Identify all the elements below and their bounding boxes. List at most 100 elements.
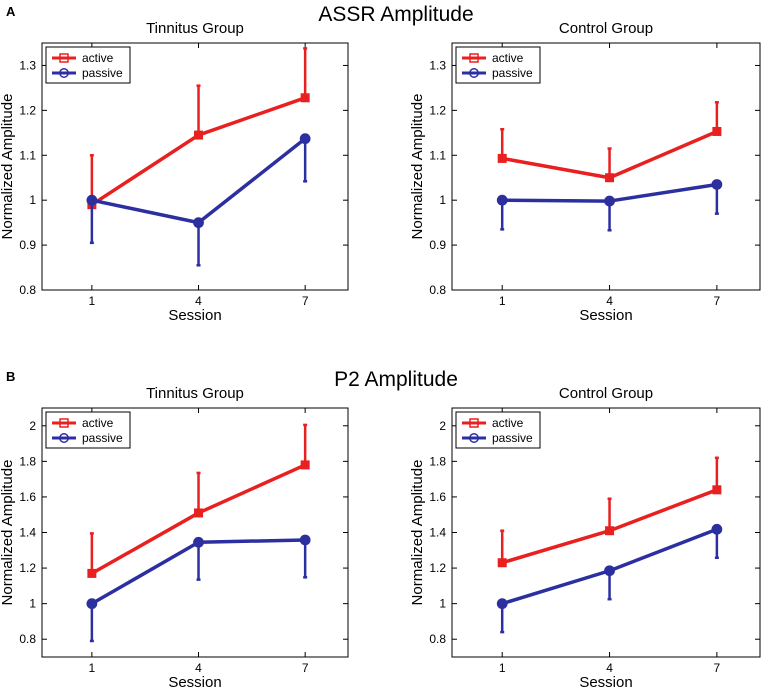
y-tick-label: 1.6 [19,490,36,504]
y-tick-label: 1 [439,597,446,611]
y-tick-label: 1.4 [429,526,446,540]
legend-label-passive: passive [492,431,533,445]
x-tick-label: 4 [195,661,202,675]
y-axis-label: Normalized Amplitude [409,94,426,240]
legend-marker-passive [59,68,69,78]
legend-label-active: active [82,416,114,430]
legend-box [45,46,131,84]
y-tick-label: 0.8 [429,632,446,646]
panel-title-b: P2 Amplitude [334,368,458,391]
legend-label-passive: passive [492,66,533,80]
data-point-active [497,153,507,163]
y-tick-label: 1.2 [429,561,446,575]
data-point-active [497,558,507,568]
series-line-passive [91,137,307,225]
x-tick-label: 1 [499,294,506,308]
legend-label-active: active [492,51,524,65]
legend-marker-passive [469,433,479,443]
legend-label-passive: passive [82,66,123,80]
y-tick-label: 1.3 [429,58,446,72]
chart-2: 0.8 0.9 1 1.1 1.2 1.3 1 4 7 Control Group Session N… [409,20,761,324]
y-tick-label: 1 [29,193,36,207]
data-point-active [87,568,97,578]
legend-box [455,46,541,84]
chart-4: 0.8 1 1.2 1.4 1.6 1.8 2 1 4 7 Control Group Session… [409,385,761,687]
panel-letter-b: B [6,369,15,384]
data-point-active [712,126,722,136]
legend-marker-active [469,418,479,428]
charts-container: 0.8 0.9 1 1.1 1.2 1.3 1 4 7 Tinnitus Group Session… [0,20,761,687]
data-point-active [300,460,310,470]
y-tick-label: 0.9 [429,238,446,252]
panel-letter-a: A [6,4,16,19]
y-tick-label: 1.3 [19,58,36,72]
legend-box [455,411,541,449]
legend-marker-active [59,53,69,63]
y-axis-label: Normalized Amplitude [0,94,16,240]
x-tick-label: 1 [499,661,506,675]
legend-marker-active [59,418,69,428]
x-tick-label: 4 [606,294,613,308]
y-tick-label: 1.8 [429,454,446,468]
y-tick-label: 1.2 [429,103,446,117]
x-axis-label: Session [579,674,632,687]
chart-title: Tinnitus Group [146,385,244,402]
y-tick-label: 0.8 [429,283,446,297]
y-tick-label: 1 [29,597,36,611]
legend-label-active: active [82,51,114,65]
y-tick-label: 1.1 [19,148,36,162]
data-point-passive [86,194,98,206]
y-tick-label: 2 [439,419,446,433]
data-point-passive [193,536,204,548]
x-tick-label: 1 [89,294,96,308]
x-axis-label: Session [168,674,221,687]
data-point-active [712,485,722,495]
data-point-passive [299,133,311,145]
data-point-active [605,173,615,183]
legend-label-passive: passive [82,431,123,445]
y-tick-label: 1.2 [19,561,36,575]
legend-label-active: active [492,416,524,430]
axes-frame [41,42,349,291]
y-tick-label: 1 [439,193,446,207]
data-point-active [605,526,615,536]
x-tick-label: 1 [89,661,96,675]
x-axis-label: Session [579,307,632,324]
y-tick-label: 1.4 [19,526,36,540]
x-axis-label: Session [168,307,221,324]
x-tick-label: 7 [714,294,721,308]
data-point-passive [711,523,723,535]
y-tick-label: 1.2 [19,103,36,117]
chart-1: 0.8 0.9 1 1.1 1.2 1.3 1 4 7 Tinnitus Group Session… [0,20,349,324]
legend-marker-passive [59,433,69,443]
axes-frame [451,42,761,291]
y-tick-label: 1.6 [429,490,446,504]
data-point-passive [496,598,508,610]
y-tick-label: 2 [29,419,36,433]
x-tick-label: 4 [606,661,613,675]
data-point-active [194,130,204,140]
y-tick-label: 0.9 [19,238,36,252]
chart-3: 0.8 1 1.2 1.4 1.6 1.8 2 1 4 7 Tinnitus Group Sessio… [0,385,349,687]
x-tick-label: 7 [302,661,309,675]
y-tick-label: 0.8 [19,632,36,646]
chart-title: Tinnitus Group [146,20,244,37]
data-point-passive [604,565,615,577]
data-point-passive [193,217,204,229]
x-tick-label: 4 [195,294,202,308]
legend-marker-passive [469,68,479,78]
data-point-passive [604,195,615,207]
data-point-passive [299,534,311,546]
data-point-active [194,508,204,518]
x-tick-label: 7 [714,661,721,675]
chart-title: Control Group [559,20,653,37]
y-tick-label: 1.8 [19,454,36,468]
panel-title-a: ASSR Amplitude [318,3,473,26]
chart-title: Control Group [559,385,653,402]
data-point-active [300,93,310,103]
data-point-passive [86,598,98,610]
y-tick-label: 0.8 [19,283,36,297]
legend-marker-active [469,53,479,63]
y-tick-label: 1.1 [429,148,446,162]
